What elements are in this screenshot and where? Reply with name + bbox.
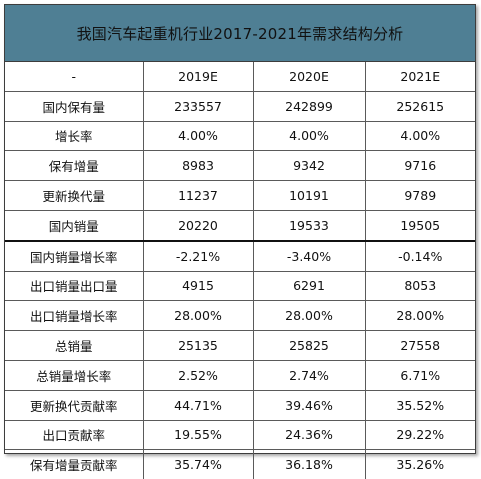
- table-row: 国内保有量 233557 242899 252615: [5, 91, 475, 122]
- table-cell: 9342: [253, 150, 366, 182]
- table-cell: 11237: [143, 180, 254, 211]
- row-label: 增长率: [5, 121, 144, 152]
- table-cell: 6291: [253, 271, 366, 302]
- table-row: 国内销量 20220 19533 19505: [5, 210, 475, 242]
- table-cell: 4915: [143, 271, 254, 302]
- table-cell: 8983: [143, 150, 254, 182]
- table-cell: 25135: [143, 330, 254, 361]
- table-cell: 36.18%: [253, 449, 366, 479]
- table-cell: 35.26%: [396, 457, 445, 473]
- table-row: 保有增量 8983 9342 9716: [5, 150, 475, 182]
- table-cell: 2.74%: [253, 360, 366, 391]
- row-label: 出口贡献率: [5, 420, 144, 451]
- row-label: 保有增量贡献率: [5, 449, 144, 479]
- row-label: 更新换代量: [5, 180, 144, 211]
- table-row: 保有增量贡献率 35.74% 36.18% 35.26%: [5, 449, 475, 479]
- row-label: 国内销量增长率: [5, 240, 144, 272]
- table-cell: 19533: [253, 210, 366, 242]
- table-cell: 24.36%: [253, 420, 366, 451]
- table-cell: -0.14%: [365, 240, 475, 272]
- header-cell: -: [5, 62, 144, 92]
- table-cell: 35.52%: [365, 390, 475, 421]
- table-cell: 20220: [143, 210, 254, 242]
- table-row: 更新换代量 11237 10191 9789: [5, 180, 475, 211]
- table-cell: 252615: [365, 91, 475, 122]
- demand-structure-table: - 2019E 2020E 2021E 国内保有量 233557 242899 …: [5, 62, 475, 479]
- table-cell: 6.71%: [365, 360, 475, 391]
- table-cell: 29.22%: [365, 420, 475, 451]
- row-label: 出口销量出口量: [5, 271, 144, 302]
- row-label: 总销量: [5, 330, 144, 361]
- table-cell: 19505: [365, 210, 475, 242]
- table-cell: 25825: [253, 330, 366, 361]
- table-cell: 28.00%: [253, 300, 366, 332]
- header-cell: 2019E: [143, 62, 254, 92]
- table-cell: 35.74%: [143, 449, 254, 479]
- table-cell: 9716: [365, 150, 475, 182]
- table-cell: 8053: [365, 271, 475, 302]
- table-cell: 10191: [253, 180, 366, 211]
- table-cell: 19.55%: [143, 420, 254, 451]
- table-row: 出口贡献率 19.55% 24.36% 29.22%: [5, 420, 475, 451]
- table-cell: 28.00%: [143, 300, 254, 332]
- row-label: 总销量增长率: [5, 360, 144, 391]
- table-cell: -2.21%: [143, 240, 254, 272]
- table-row: 国内销量增长率 -2.21% -3.40% -0.14%: [5, 240, 475, 272]
- table-cell: -3.40%: [253, 240, 366, 272]
- data-table-container: 我国汽车起重机行业2017-2021年需求结构分析 - 2019E 2020E …: [4, 4, 476, 479]
- table-cell: 9789: [365, 180, 475, 211]
- row-label: 更新换代贡献率: [5, 390, 144, 421]
- table-row: 总销量 25135 25825 27558: [5, 330, 475, 361]
- table-cell: 39.46%: [253, 390, 366, 421]
- table-cell: 4.00%: [143, 121, 254, 152]
- row-label: 国内销量: [5, 210, 144, 242]
- table-cell: 242899: [253, 91, 366, 122]
- header-row: - 2019E 2020E 2021E: [5, 62, 475, 92]
- table-cell: 44.71%: [143, 390, 254, 421]
- table-cell: 233557: [143, 91, 254, 122]
- row-label: 出口销量增长率: [5, 300, 144, 332]
- header-cell: 2021E: [365, 62, 475, 92]
- table-cell: 28.00%: [365, 300, 475, 332]
- table-row: 出口销量增长率 28.00% 28.00% 28.00%: [5, 300, 475, 332]
- table-row: 更新换代贡献率 44.71% 39.46% 35.52%: [5, 390, 475, 421]
- header-cell: 2020E: [253, 62, 366, 92]
- row-label: 国内保有量: [5, 91, 144, 122]
- table-cell: 4.00%: [365, 121, 475, 152]
- table-cell: 27558: [365, 330, 475, 361]
- table-title: 我国汽车起重机行业2017-2021年需求结构分析: [5, 5, 475, 62]
- row-label: 保有增量: [5, 150, 144, 182]
- table-row: 增长率 4.00% 4.00% 4.00%: [5, 121, 475, 152]
- table-row: 总销量增长率 2.52% 2.74% 6.71%: [5, 360, 475, 391]
- table-cell: 2.52%: [143, 360, 254, 391]
- table-row: 出口销量出口量 4915 6291 8053: [5, 271, 475, 302]
- table-cell: 4.00%: [253, 121, 366, 152]
